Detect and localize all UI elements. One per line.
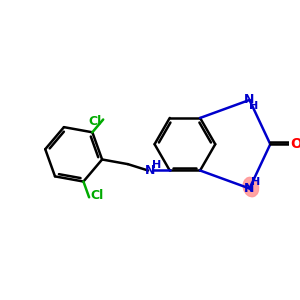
Text: H: H [152,160,161,170]
Text: H: H [249,101,258,111]
Text: Cl: Cl [91,189,104,203]
Text: N: N [244,182,255,195]
Text: N: N [244,94,255,106]
Text: Cl: Cl [88,115,102,128]
Text: O: O [290,137,300,151]
Text: N: N [145,164,156,177]
Ellipse shape [243,177,259,197]
Text: H: H [250,177,260,187]
